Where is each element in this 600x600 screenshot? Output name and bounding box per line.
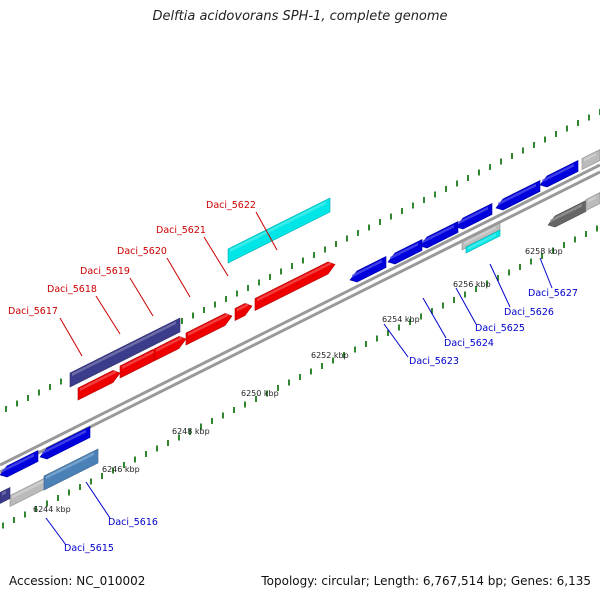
accession-text: Accession: NC_010002 xyxy=(9,574,146,588)
gene-grey-small-highlight xyxy=(464,226,496,245)
gene-blue-left-1-highlight xyxy=(2,453,34,473)
gene-blue-5 xyxy=(495,180,541,211)
backbone-line xyxy=(0,170,600,474)
gene-blue-6 xyxy=(539,160,579,188)
gene-grey-right-2-highlight xyxy=(588,195,596,203)
gene-blue-2-highlight xyxy=(390,242,418,260)
kbp-label: 6252 kbp xyxy=(311,351,349,360)
gene-leader-line xyxy=(539,257,553,289)
gene-darkgrey xyxy=(547,200,587,228)
gene-cyan-small-highlight xyxy=(468,233,496,250)
gene-label: Daci_5627 xyxy=(528,288,578,299)
gene-leader-line xyxy=(166,257,191,298)
gene-label: Daci_5624 xyxy=(444,338,494,349)
gene-leader-line xyxy=(129,277,154,317)
gene-red-4-body xyxy=(185,313,233,346)
gene-label: Daci_5625 xyxy=(475,323,525,334)
kbp-label: 6258 kbp xyxy=(525,247,563,256)
forward-gene-labels: Daci_5617 Daci_5618 Daci_5619 Daci_5620 Daci… xyxy=(8,200,278,357)
gene-leader-line xyxy=(203,236,229,277)
backbone xyxy=(0,163,600,474)
gene-upper-cyan xyxy=(227,197,331,264)
kbp-label: 6244 kbp xyxy=(33,505,71,514)
gene-leader-line xyxy=(85,481,111,519)
kbp-labels: 6244 kbp 6246 kbp 6248 kbp 6250 kbp 6252 kbp… xyxy=(33,247,563,514)
gene-red-6-body xyxy=(254,261,336,311)
gene-grey-right-2 xyxy=(585,192,600,211)
gene-leader-line xyxy=(255,211,278,251)
gene-red-3 xyxy=(153,336,187,362)
gene-purple-left-body xyxy=(0,487,11,504)
gene-red-1-highlight xyxy=(80,370,116,391)
gene-blue-left-2-highlight xyxy=(42,429,86,455)
topology-text: Topology: circular; Length: 6,767,514 bp… xyxy=(261,574,591,588)
kbp-label: 6256 kbp xyxy=(453,280,491,289)
gene-label: Daci_5617 xyxy=(8,306,58,317)
kbp-label: 6254 kbp xyxy=(382,315,420,324)
gene-grey-right-1-highlight xyxy=(584,152,596,162)
gene-grey-right-2-body xyxy=(585,192,600,211)
gene-red-1 xyxy=(77,370,121,401)
gene-blue-4 xyxy=(455,203,493,230)
gene-red-4 xyxy=(185,313,233,346)
gene-label: Daci_5621 xyxy=(156,225,206,236)
gene-purple-left-highlight xyxy=(2,490,6,496)
gene-steelblue-highlight xyxy=(46,452,94,479)
gene-label: Daci_5626 xyxy=(504,307,554,318)
gene-grey-right-1 xyxy=(581,149,600,170)
gene-blue-2 xyxy=(387,239,423,265)
gene-leader-line xyxy=(422,297,447,339)
kbp-label: 6250 kbp xyxy=(241,389,279,398)
gene-label: Daci_5616 xyxy=(108,517,158,528)
gene-upper-purple xyxy=(69,317,181,388)
gene-label: Daci_5615 xyxy=(64,543,114,554)
gene-blue-left-1 xyxy=(0,450,39,478)
gene-red-3-body xyxy=(153,336,187,362)
gene-upper-purple-highlight xyxy=(72,321,176,376)
gene-leader-line xyxy=(455,287,477,325)
gene-red-4-highlight xyxy=(188,313,228,336)
tick-track-lower xyxy=(2,225,598,529)
gene-blue-left-2 xyxy=(39,426,91,460)
gene-red-5 xyxy=(234,303,253,321)
backbone-line xyxy=(0,163,600,467)
gene-label: Daci_5623 xyxy=(409,356,459,367)
gene-label: Daci_5619 xyxy=(80,266,130,277)
gene-leader-line xyxy=(489,263,511,308)
gene-blue-3-highlight xyxy=(422,224,454,244)
gene-blue-1-highlight xyxy=(352,259,382,278)
gene-label: Daci_5618 xyxy=(47,284,97,295)
gene-darkgrey-highlight xyxy=(550,203,582,223)
gene-red-6 xyxy=(254,261,336,311)
gene-red-2-highlight xyxy=(122,349,156,369)
reverse-gene-labels: Daci_5615 Daci_5616 Daci_5623 Daci_5624 Daci… xyxy=(45,257,578,554)
kbp-label: 6246 kbp xyxy=(102,465,140,474)
gene-leader-line xyxy=(95,295,121,335)
gene-label: Daci_5622 xyxy=(206,200,256,211)
gene-red-3-highlight xyxy=(156,336,182,352)
gene-cyan-small xyxy=(465,229,501,254)
gene-steelblue xyxy=(43,448,99,491)
gene-red-6-highlight xyxy=(257,261,331,302)
gene-upper-cyan-highlight xyxy=(230,201,326,252)
gene-purple-left xyxy=(0,487,11,504)
gene-red-5-highlight xyxy=(237,303,248,312)
gene-leader-line xyxy=(59,317,83,357)
kbp-label: 6248 kbp xyxy=(172,427,210,436)
gene-label: Daci_5620 xyxy=(117,246,167,257)
gene-blue-1 xyxy=(349,256,387,283)
gene-grey-left-highlight xyxy=(12,478,46,499)
gene-blue-5-highlight xyxy=(498,183,536,206)
gene-red-1-body xyxy=(77,370,121,401)
genome-title: Delftia acidovorans SPH-1, complete geno… xyxy=(152,9,448,24)
gene-blue-6-highlight xyxy=(542,163,574,183)
gene-leader-line xyxy=(383,323,409,358)
gene-leader-line xyxy=(45,517,67,546)
gene-blue-4-highlight xyxy=(458,206,488,225)
